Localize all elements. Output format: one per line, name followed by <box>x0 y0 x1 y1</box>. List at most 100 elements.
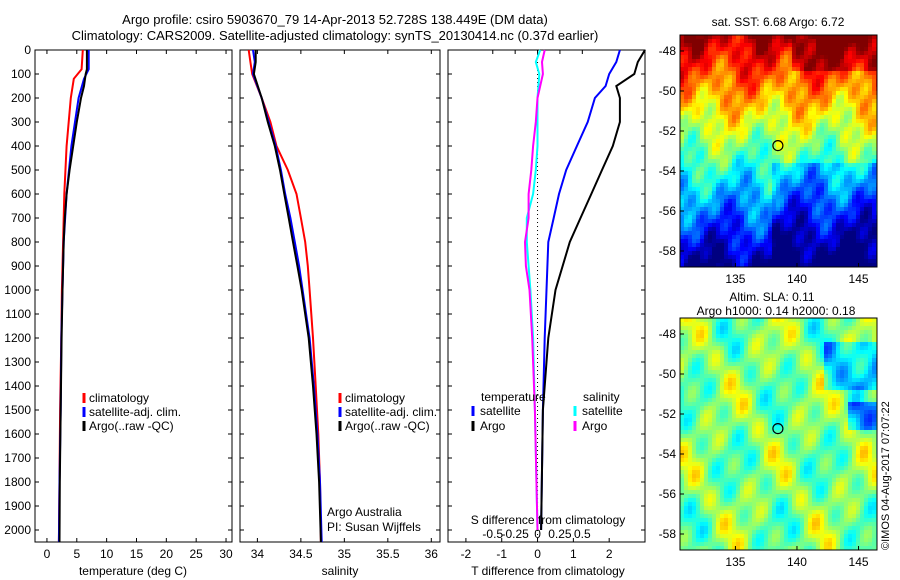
map-cell <box>864 390 869 395</box>
map-cell <box>808 211 813 216</box>
map-cell <box>728 135 733 140</box>
series-line-argo-raw-qc- <box>252 50 322 543</box>
map-cell <box>776 362 781 367</box>
map-cell <box>848 426 853 431</box>
map-cell <box>704 326 709 331</box>
map-cell <box>792 402 797 407</box>
map-cell <box>828 195 833 200</box>
map-cell <box>736 378 741 383</box>
sst-map-axes: 135 140 145-48-50-52-54-56-58 <box>659 44 869 286</box>
map-cell <box>688 151 693 156</box>
map-cell <box>772 107 777 112</box>
map-cell <box>684 227 689 232</box>
map-cell <box>804 398 809 403</box>
map-cell <box>700 402 705 407</box>
map-cell <box>776 119 781 124</box>
map-cell <box>704 354 709 359</box>
map-cell <box>804 358 809 363</box>
map-cell <box>752 79 757 84</box>
map-cell <box>872 131 877 136</box>
map-cell <box>716 107 721 112</box>
map-cell <box>824 422 829 427</box>
map-cell <box>744 414 749 419</box>
map-cell <box>764 191 769 196</box>
map-cell <box>708 458 713 463</box>
map-cell <box>816 342 821 347</box>
map-cell <box>724 215 729 220</box>
map-cell <box>828 95 833 100</box>
map-cell <box>856 438 861 443</box>
map-cell <box>820 350 825 355</box>
map-cell <box>792 235 797 240</box>
map-cell <box>748 259 753 264</box>
map-cell <box>864 203 869 208</box>
map-cell <box>840 191 845 196</box>
map-cell <box>772 326 777 331</box>
map-cell <box>748 39 753 44</box>
map-cell <box>812 195 817 200</box>
map-cell <box>704 191 709 196</box>
map-cell <box>692 59 697 64</box>
map-cell <box>752 235 757 240</box>
map-cell <box>768 107 773 112</box>
map-cell <box>708 139 713 144</box>
map-cell <box>736 430 741 435</box>
map-cell <box>796 255 801 260</box>
map-cell <box>692 119 697 124</box>
map-cell <box>684 362 689 367</box>
map-cell <box>868 251 873 256</box>
map-cell <box>724 239 729 244</box>
map-cell <box>832 191 837 196</box>
map-cell <box>692 187 697 192</box>
map-cell <box>744 259 749 264</box>
map-cell <box>784 370 789 375</box>
map-cell <box>808 346 813 351</box>
x-tick-label: 25 <box>190 547 204 561</box>
map-cell <box>728 91 733 96</box>
map-cell <box>796 107 801 112</box>
map-cell <box>856 235 861 240</box>
map-cell <box>700 179 705 184</box>
map-cell <box>772 47 777 52</box>
map-cell <box>704 59 709 64</box>
map-cell <box>812 179 817 184</box>
map-cell <box>868 179 873 184</box>
map-cell <box>848 139 853 144</box>
sla-map-panel: Altim. SLA: 0.11 Argo h1000: 0.14 h2000:… <box>659 290 878 569</box>
map-cell <box>856 402 861 407</box>
map-cell <box>808 155 813 160</box>
map-cell <box>708 131 713 136</box>
map-cell <box>712 67 717 72</box>
map-cell <box>816 187 821 192</box>
map-cell <box>780 247 785 252</box>
map-cell <box>752 103 757 108</box>
map-cell <box>756 382 761 387</box>
map-cell <box>716 394 721 399</box>
map-cell <box>828 75 833 80</box>
map-cell <box>784 79 789 84</box>
map-cell <box>784 398 789 403</box>
map-cell <box>736 147 741 152</box>
map-cell <box>740 115 745 120</box>
map-cell <box>768 119 773 124</box>
map-cell <box>684 402 689 407</box>
map-cell <box>840 159 845 164</box>
map-cell <box>824 83 829 88</box>
map-cell <box>748 426 753 431</box>
map-cell <box>796 43 801 48</box>
map-cell <box>768 99 773 104</box>
map-cell <box>772 259 777 264</box>
map-cell <box>696 79 701 84</box>
salinity-depth-ticks <box>240 49 440 531</box>
map-cell <box>852 119 857 124</box>
map-cell <box>756 143 761 148</box>
map-cell <box>724 454 729 459</box>
map-cell <box>684 394 689 399</box>
map-cell <box>792 131 797 136</box>
map-cell <box>812 454 817 459</box>
map-cell <box>688 370 693 375</box>
map-cell <box>732 43 737 48</box>
map-cell <box>716 330 721 335</box>
map-cell <box>856 179 861 184</box>
map-cell <box>792 438 797 443</box>
